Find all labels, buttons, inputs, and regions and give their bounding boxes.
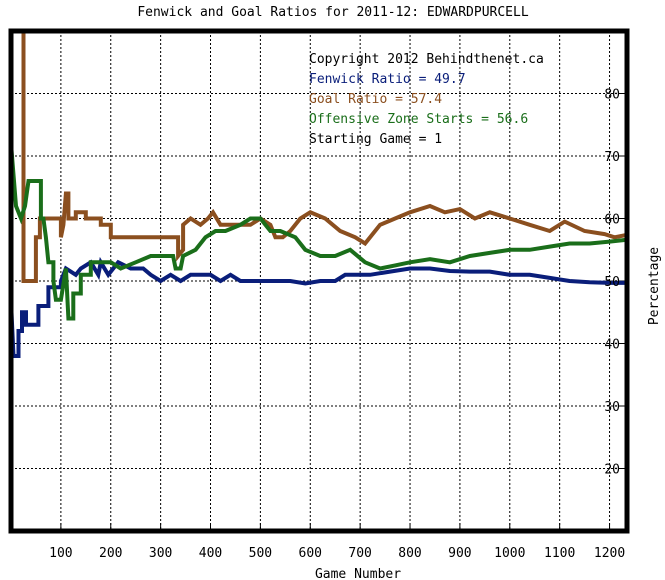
series-line-0 [11, 256, 627, 358]
grid [11, 31, 627, 531]
x-tick-label: 300 [149, 546, 172, 561]
x-tick-label: 600 [299, 546, 322, 561]
x-tick-label: 800 [398, 546, 421, 561]
annotation-line: Starting Game = 1 [309, 132, 442, 147]
annotation-line: Offensive Zone Starts = 56.6 [309, 112, 528, 127]
x-tick-label: 1200 [594, 546, 625, 561]
x-tick-label: 700 [348, 546, 371, 561]
annotation-line: Fenwick Ratio = 49.7 [309, 72, 466, 87]
x-tick-label: 900 [448, 546, 471, 561]
chart-title: Fenwick and Goal Ratios for 2011-12: EDW… [137, 5, 529, 20]
y-tick-labels: 20 30 40 50 60 70 80 [604, 88, 620, 478]
x-tick-label: 200 [99, 546, 122, 561]
y-tick-label: 40 [604, 338, 620, 353]
series-layer [11, 31, 627, 358]
x-tick-labels: 100 200 300 400 500 600 700 800 900 1000 1100 1200 [49, 546, 625, 561]
y-tick-label: 30 [604, 400, 620, 415]
annotation-line: Copyright 2012 Behindthenet.ca [309, 52, 544, 67]
y-tick-label: 50 [604, 275, 620, 290]
x-tick-label: 1000 [494, 546, 525, 561]
x-tick-label: 500 [249, 546, 272, 561]
y-tick-label: 20 [604, 463, 620, 478]
x-tick-label: 1100 [544, 546, 575, 561]
y-tick-label: 70 [604, 150, 620, 165]
y-tick-label: 60 [604, 213, 620, 228]
x-axis-label: Game Number [315, 567, 401, 580]
x-tick-label: 400 [199, 546, 222, 561]
y-axis-label: Percentage [647, 247, 662, 325]
series-line-2 [11, 149, 627, 321]
plot-frame [8, 28, 630, 534]
series-line-1 [21, 31, 627, 283]
x-tick-label: 100 [49, 546, 72, 561]
annotation-line: Goal Ratio = 57.4 [309, 92, 442, 107]
annotation-box: Copyright 2012 Behindthenet.ca Fenwick Ra… [309, 52, 544, 147]
y-tick-label: 80 [604, 88, 620, 103]
